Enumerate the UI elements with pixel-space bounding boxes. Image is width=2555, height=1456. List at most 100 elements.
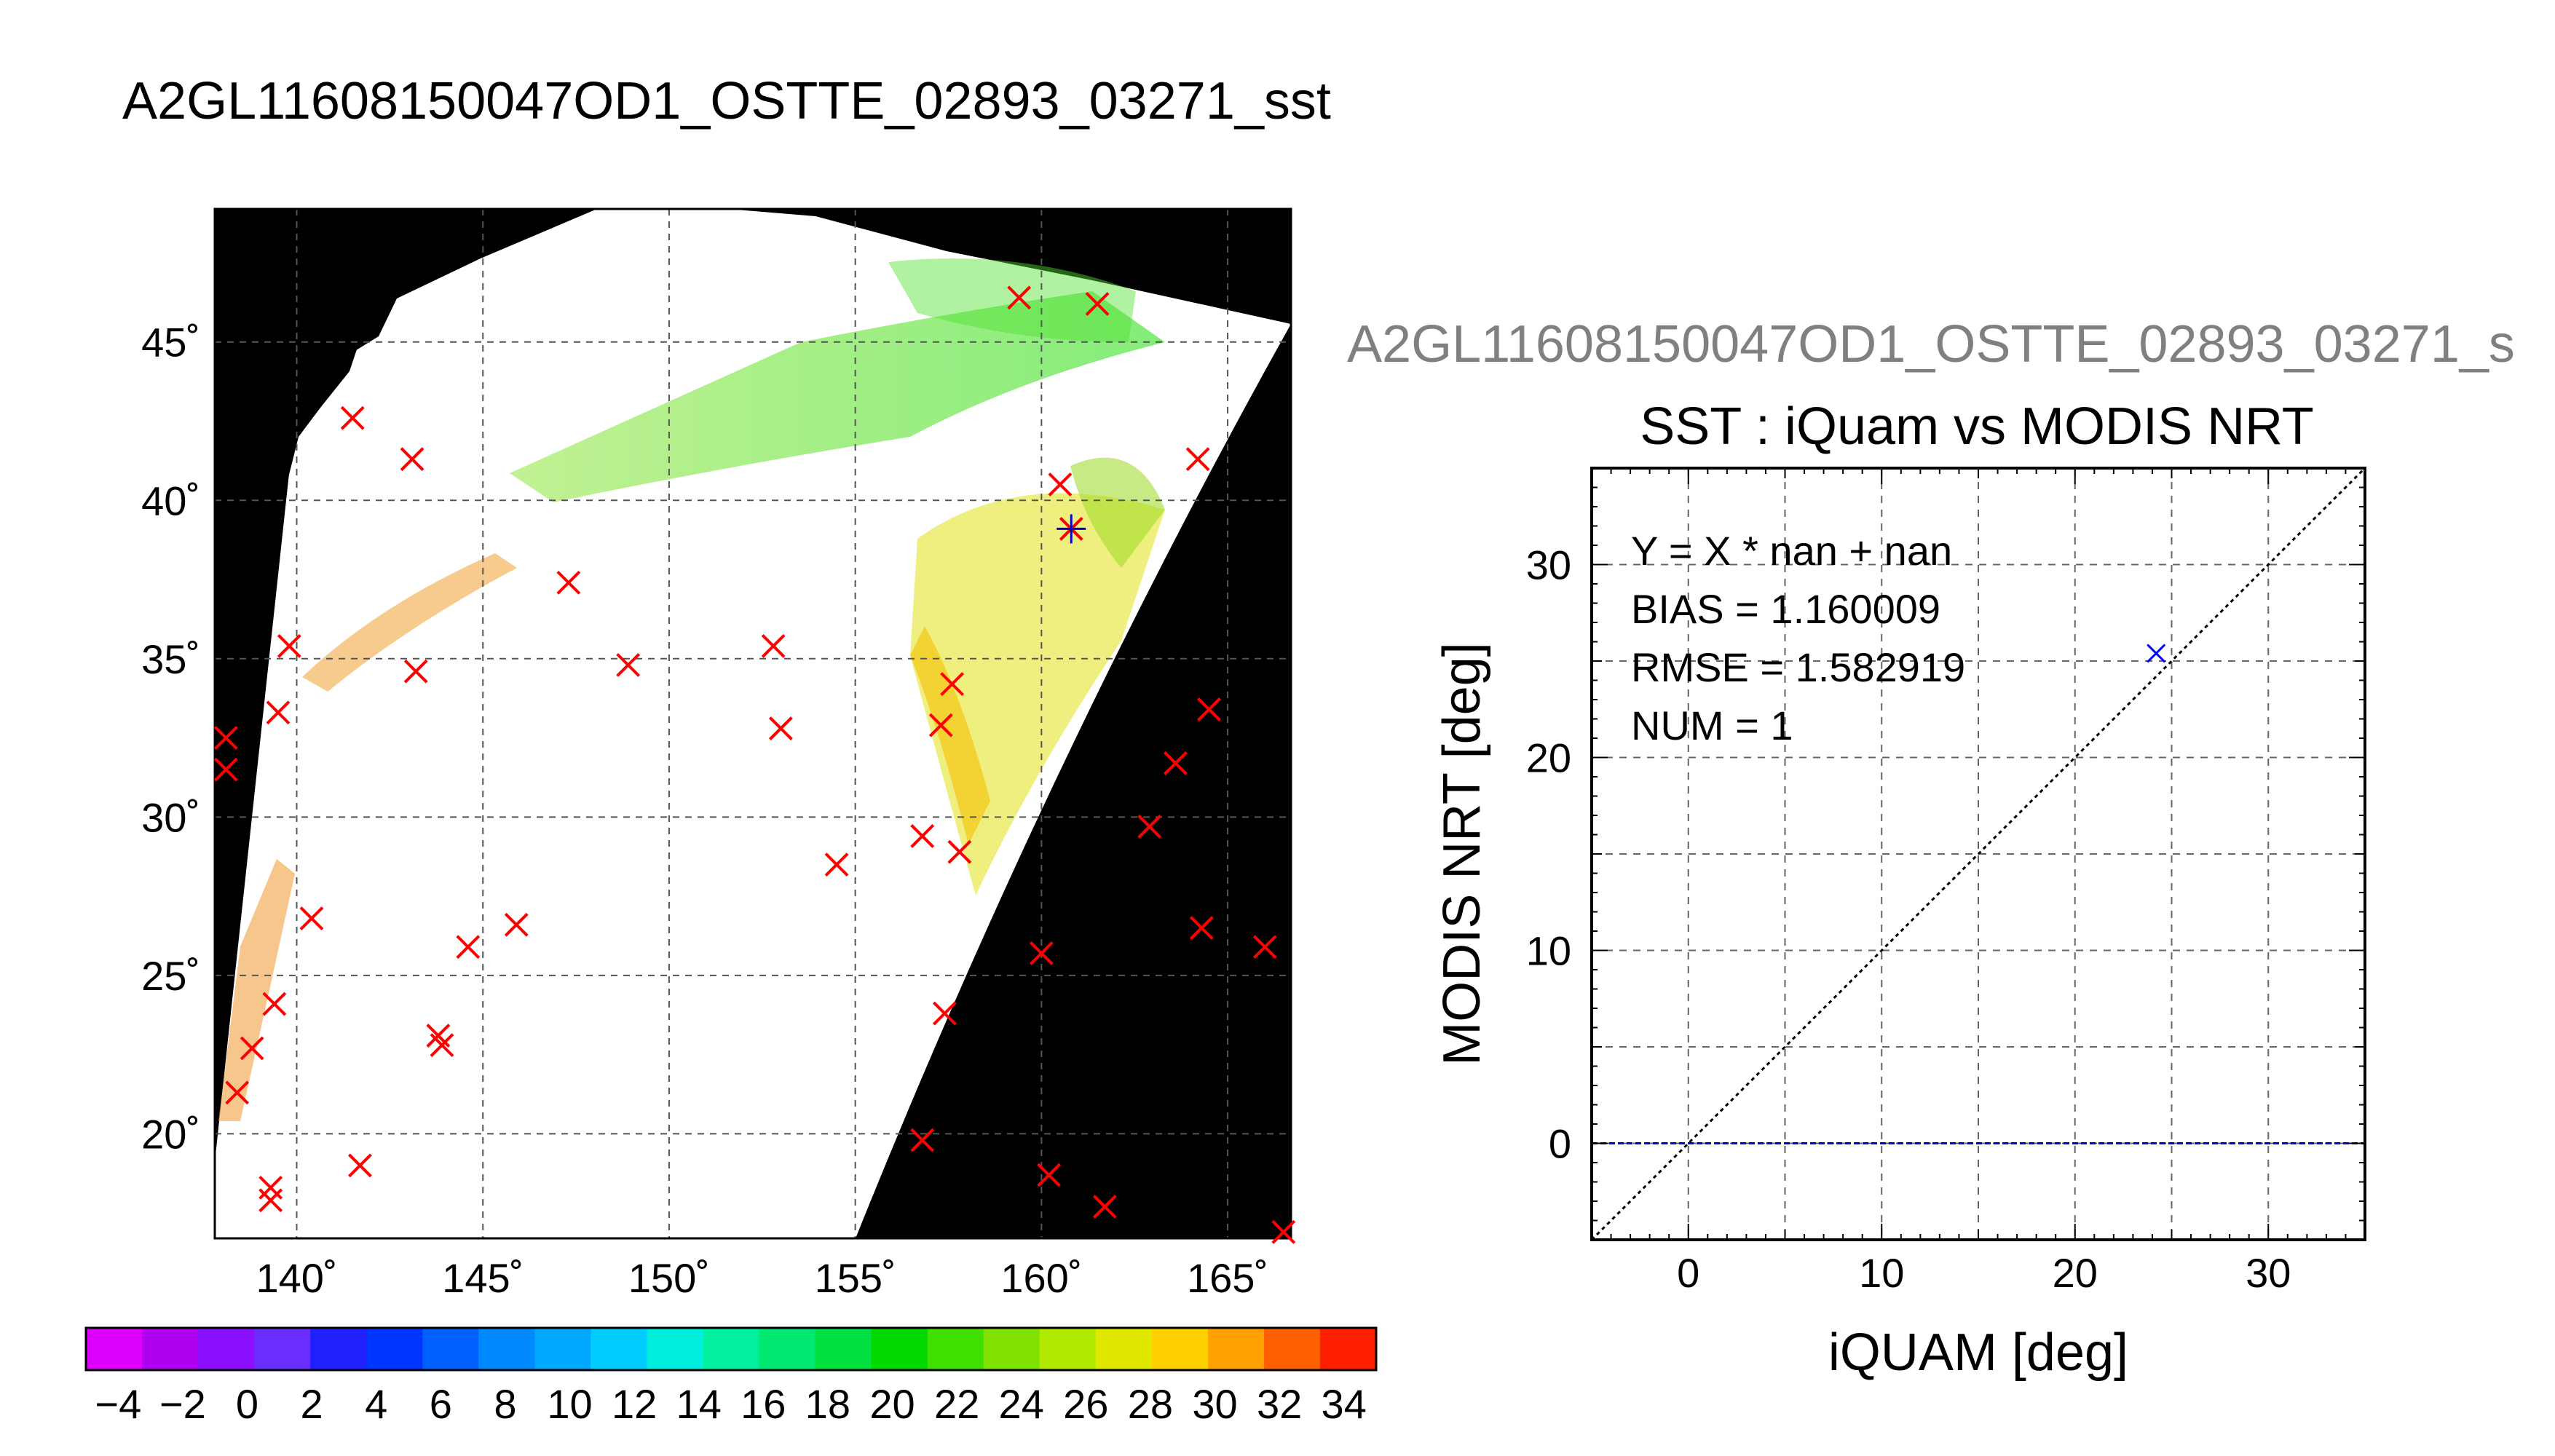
colorbar-cell xyxy=(1095,1328,1153,1370)
matchup-point xyxy=(1252,935,1277,960)
matchup-point xyxy=(277,633,301,658)
matchup-point xyxy=(1029,941,1054,965)
matchup-point xyxy=(258,1175,283,1200)
x-axis-label: iQUAM [deg] xyxy=(1828,1324,2128,1382)
matchup-point xyxy=(1197,697,1221,721)
sst-green-ne xyxy=(888,258,1136,342)
matchup-point xyxy=(430,1033,454,1058)
matchup-point xyxy=(1137,814,1162,839)
colorbar-tick-label: −2 xyxy=(159,1381,206,1427)
matchup-point-stroke xyxy=(940,672,965,697)
matchup-point-stroke xyxy=(1252,935,1277,960)
matchup-point xyxy=(1185,447,1210,472)
colorbar-tick-label: 24 xyxy=(999,1381,1044,1427)
colorbar-cell xyxy=(1039,1328,1097,1370)
matchup-point-stroke xyxy=(1092,1195,1117,1219)
matchup-point-stroke xyxy=(1085,292,1110,316)
matchup-point-stroke xyxy=(225,1080,250,1105)
matchup-point-stroke xyxy=(768,716,793,740)
matchup-point-stroke xyxy=(240,1036,264,1061)
matchup-point xyxy=(266,700,291,725)
matchup-point xyxy=(1189,916,1214,941)
matchup-point-stroke xyxy=(824,852,849,877)
matchup-point-stroke xyxy=(213,726,238,750)
stats-annotation: RMSE = 1.582919 xyxy=(1631,644,1965,690)
matchup-point-stroke xyxy=(932,1001,957,1026)
colorbar-tick-label: 32 xyxy=(1257,1381,1302,1427)
stats-annotation: Y = X * nan + nan xyxy=(1631,528,1952,574)
scatter-point xyxy=(2147,644,2166,663)
lat-tick-label: 40˚ xyxy=(141,478,200,523)
scatter-point-stroke xyxy=(2147,644,2166,663)
matchup-point xyxy=(426,1024,451,1048)
colorbar-tick-label: 8 xyxy=(494,1381,516,1427)
colorbar-tick-labels: −4 −2 0 2 4 6 8 10 12 14 16 18 20 22 24 26 28 30 32 34 xyxy=(95,1381,1366,1427)
matchup-point xyxy=(824,852,849,877)
colorbar-cell xyxy=(142,1328,199,1370)
colorbar-cell xyxy=(86,1328,143,1370)
colorbar-cell xyxy=(310,1328,368,1370)
map-frame xyxy=(213,207,1292,1240)
matchup-point xyxy=(616,653,641,677)
x-tick-label: 0 xyxy=(1677,1250,1699,1296)
matchup-point-stroke xyxy=(258,1175,283,1200)
matchup-point-stroke xyxy=(213,757,238,782)
lon-tick-label: 150˚ xyxy=(628,1255,710,1301)
matchup-point-stroke xyxy=(616,653,641,677)
matchup-point-stroke xyxy=(910,824,935,848)
matchup-point-stroke xyxy=(1007,285,1032,310)
colorbar-tick-label: 0 xyxy=(236,1381,258,1427)
matchup-point xyxy=(1271,1219,1296,1244)
matchup-point xyxy=(1048,472,1073,496)
matchup-point-stroke xyxy=(258,1188,283,1213)
matchup-point-stroke xyxy=(768,716,793,740)
matchup-point-stroke xyxy=(504,912,529,937)
matchup-point-stroke xyxy=(1189,916,1214,941)
matchup-point xyxy=(940,672,965,697)
colorbar-tick-label: 12 xyxy=(612,1381,657,1427)
matchup-point xyxy=(456,935,481,960)
matchup-point-stroke xyxy=(616,653,641,677)
colorbar-cell xyxy=(871,1328,928,1370)
matchup-point-stroke xyxy=(1059,517,1083,541)
matchup-point-stroke xyxy=(1059,517,1083,541)
land-mass xyxy=(215,209,466,1161)
lon-tick-label: 140˚ xyxy=(256,1255,337,1301)
colorbar-tick-label: 26 xyxy=(1063,1381,1108,1427)
matchup-point-stroke xyxy=(824,852,849,877)
matchup-point-stroke xyxy=(556,570,581,595)
lat-tick-label: 30˚ xyxy=(141,794,200,840)
matchup-point-stroke xyxy=(947,839,972,864)
matchup-point xyxy=(1057,514,1086,544)
y-tick-labels: 0 10 20 30 xyxy=(1526,542,1571,1167)
matchup-point-stroke xyxy=(910,824,935,848)
matchup-point xyxy=(299,906,324,930)
matchup-point xyxy=(1007,285,1032,310)
matchup-point-stroke xyxy=(277,633,301,658)
x-tick-label: 10 xyxy=(1859,1250,1904,1296)
colorbar-cell xyxy=(1319,1328,1377,1370)
colorbar-frame xyxy=(84,1326,1378,1372)
matchup-point-stroke xyxy=(213,757,238,782)
matchup-point-stroke xyxy=(1137,814,1162,839)
matchup-point-stroke xyxy=(258,1188,283,1213)
matchup-point xyxy=(928,713,953,737)
matchup-point-stroke xyxy=(266,700,291,725)
x-tick-label: 30 xyxy=(2246,1250,2291,1296)
matchup-point xyxy=(400,447,424,472)
map-grid xyxy=(215,209,1291,1238)
lat-tick-label: 35˚ xyxy=(141,636,200,682)
matchup-point-stroke xyxy=(299,906,324,930)
colorbar-tick-label: 20 xyxy=(869,1381,915,1427)
matchup-point-stroke xyxy=(1029,941,1054,965)
matchup-point-stroke xyxy=(1164,751,1188,775)
scatter-grid xyxy=(1592,468,2365,1240)
matchup-point-stroke xyxy=(932,1001,957,1026)
lon-tick-labels: 140˚ 145˚ 150˚ 155˚ 160˚ 165˚ xyxy=(256,1255,1268,1301)
colorbar-tick-label: 30 xyxy=(1192,1381,1237,1427)
y-tick-label: 20 xyxy=(1526,735,1571,781)
matchup-point xyxy=(403,659,428,684)
matchup-point-stroke xyxy=(1197,697,1221,721)
colorbar-cell xyxy=(478,1328,536,1370)
matchup-point-stroke xyxy=(1085,292,1110,316)
